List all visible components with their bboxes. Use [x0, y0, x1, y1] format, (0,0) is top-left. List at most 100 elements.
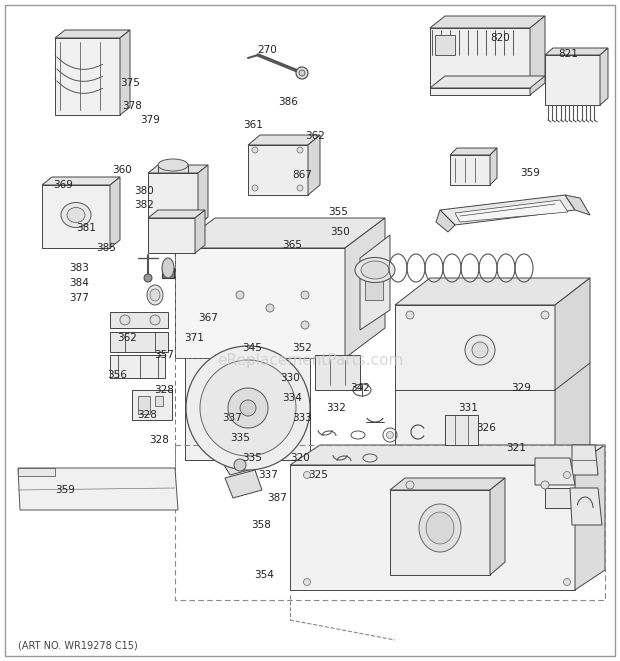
- Text: 362: 362: [117, 333, 137, 343]
- Polygon shape: [225, 470, 262, 498]
- Circle shape: [386, 432, 394, 438]
- Polygon shape: [42, 177, 120, 185]
- Circle shape: [304, 578, 311, 586]
- Bar: [155, 396, 163, 406]
- Polygon shape: [430, 28, 530, 95]
- Bar: [162, 268, 174, 278]
- Text: 350: 350: [330, 227, 350, 237]
- Text: 820: 820: [490, 33, 510, 43]
- Polygon shape: [175, 248, 345, 358]
- Text: 371: 371: [184, 333, 204, 343]
- Circle shape: [297, 147, 303, 153]
- Circle shape: [541, 311, 549, 319]
- Polygon shape: [248, 145, 308, 195]
- Polygon shape: [198, 165, 208, 225]
- Text: 361: 361: [243, 120, 263, 130]
- Polygon shape: [55, 30, 130, 38]
- Polygon shape: [18, 468, 55, 476]
- Polygon shape: [555, 278, 590, 495]
- Circle shape: [541, 481, 549, 489]
- Polygon shape: [42, 185, 110, 248]
- Text: 328: 328: [154, 385, 174, 395]
- Polygon shape: [395, 278, 590, 305]
- Circle shape: [200, 360, 296, 456]
- Polygon shape: [148, 165, 208, 173]
- Ellipse shape: [162, 258, 174, 278]
- Circle shape: [144, 274, 152, 282]
- Polygon shape: [455, 200, 568, 222]
- Polygon shape: [395, 305, 555, 495]
- Ellipse shape: [150, 289, 160, 301]
- Text: 328: 328: [149, 435, 169, 445]
- Polygon shape: [290, 465, 575, 590]
- Polygon shape: [148, 218, 195, 253]
- Polygon shape: [600, 48, 608, 105]
- Polygon shape: [218, 415, 278, 452]
- Polygon shape: [55, 38, 120, 115]
- Circle shape: [465, 335, 495, 365]
- Circle shape: [301, 291, 309, 299]
- Text: 359: 359: [55, 485, 75, 495]
- Polygon shape: [565, 195, 590, 215]
- Text: 333: 333: [292, 413, 312, 423]
- Text: 387: 387: [267, 493, 287, 503]
- Ellipse shape: [147, 285, 163, 305]
- Circle shape: [228, 388, 268, 428]
- Circle shape: [240, 400, 256, 416]
- Polygon shape: [110, 355, 165, 378]
- Text: 378: 378: [122, 101, 142, 111]
- Text: 335: 335: [242, 453, 262, 463]
- Polygon shape: [18, 468, 178, 510]
- Text: 325: 325: [308, 470, 328, 480]
- Text: 329: 329: [511, 383, 531, 393]
- Text: 270: 270: [257, 45, 277, 55]
- Text: 360: 360: [112, 165, 131, 175]
- Text: 375: 375: [120, 78, 140, 88]
- Text: 332: 332: [326, 403, 346, 413]
- Circle shape: [564, 578, 570, 586]
- Polygon shape: [148, 173, 198, 225]
- Polygon shape: [315, 355, 360, 390]
- Polygon shape: [545, 48, 608, 55]
- Circle shape: [299, 70, 305, 76]
- Polygon shape: [360, 235, 390, 330]
- Polygon shape: [110, 312, 168, 328]
- Polygon shape: [490, 148, 497, 185]
- Text: 385: 385: [96, 243, 116, 253]
- Bar: [365, 265, 383, 300]
- Circle shape: [304, 471, 311, 479]
- Polygon shape: [530, 16, 545, 95]
- Polygon shape: [572, 445, 598, 475]
- Text: 357: 357: [154, 350, 174, 360]
- Text: 358: 358: [251, 520, 271, 530]
- Text: 383: 383: [69, 263, 89, 273]
- Ellipse shape: [67, 208, 85, 223]
- Text: 337: 337: [258, 470, 278, 480]
- Polygon shape: [436, 210, 455, 232]
- Text: 321: 321: [506, 443, 526, 453]
- Polygon shape: [445, 415, 478, 445]
- Polygon shape: [110, 177, 120, 248]
- Polygon shape: [175, 218, 385, 248]
- Bar: [138, 396, 150, 414]
- Text: 381: 381: [76, 223, 96, 233]
- Polygon shape: [390, 478, 505, 490]
- Text: 821: 821: [558, 49, 578, 59]
- Text: 331: 331: [458, 403, 478, 413]
- Polygon shape: [120, 30, 130, 115]
- Ellipse shape: [355, 258, 395, 282]
- Ellipse shape: [419, 504, 461, 552]
- Polygon shape: [195, 210, 205, 253]
- Circle shape: [120, 315, 130, 325]
- Text: 386: 386: [278, 97, 298, 107]
- Polygon shape: [345, 218, 385, 358]
- Text: 352: 352: [292, 343, 312, 353]
- Polygon shape: [308, 135, 320, 195]
- Text: 354: 354: [254, 570, 274, 580]
- Bar: [435, 35, 455, 55]
- Polygon shape: [440, 195, 575, 225]
- Polygon shape: [430, 16, 545, 28]
- Circle shape: [406, 311, 414, 319]
- Circle shape: [252, 185, 258, 191]
- Polygon shape: [570, 488, 602, 525]
